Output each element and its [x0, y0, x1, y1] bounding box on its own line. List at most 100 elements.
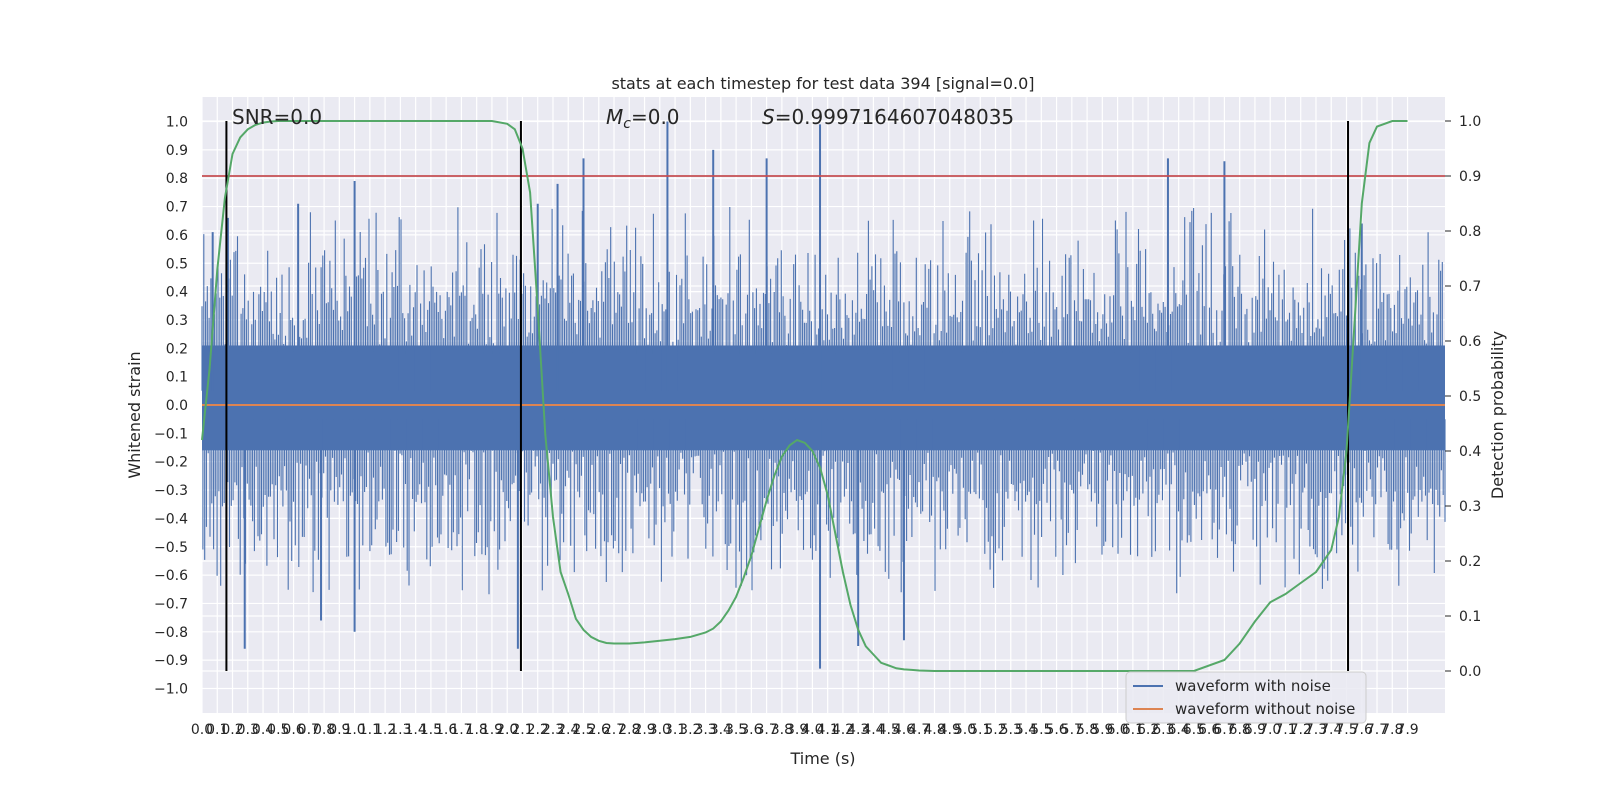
legend-box — [1125, 671, 1367, 724]
x-tick-label: 4.2 — [832, 722, 854, 738]
x-tick-label: 1.7 — [450, 722, 472, 738]
y-tick-labels: −1.0 −0.9 −0.8 −0.7 −0.6 −0.5 −0.4 −0.3 −0.2 −0.1… — [154, 115, 188, 698]
x-tick-labels: 0.00.10.20.30.40.50.60.70.80.91.01.11.21… — [191, 722, 1419, 738]
x-tick-label: 5.8 — [1076, 722, 1098, 738]
y-tick-label: 0.5 — [166, 256, 188, 272]
x-tick-label: 3.5 — [725, 722, 747, 738]
y-tick-label: −0.8 — [154, 625, 188, 641]
y-tick-label: −0.6 — [154, 568, 188, 584]
x-tick-label: 4.7 — [908, 722, 930, 738]
y-tick-label: −0.4 — [154, 511, 188, 527]
x-tick-label: 1.3 — [389, 722, 411, 738]
x-tick-label: 2.5 — [572, 722, 594, 738]
x-tick-label: 0.3 — [237, 722, 259, 738]
y-tick-label: −0.7 — [154, 596, 188, 612]
snr-annotation: SNR=0.0 — [232, 105, 322, 129]
x-tick-label: 7.9 — [1396, 722, 1418, 738]
x-tick-label: 7.7 — [1366, 722, 1388, 738]
y2-tick-label: 0.2 — [1459, 554, 1481, 570]
y2-tick-label: 0.5 — [1459, 389, 1481, 405]
x-tick-label: 3.1 — [664, 722, 686, 738]
y-tick-label: −1.0 — [154, 682, 188, 698]
noisy-waveform — [201, 121, 1446, 669]
legend-label-noise: waveform with noise — [1175, 677, 1331, 695]
x-tick-label: 6.0 — [1106, 722, 1128, 738]
x-tick-label: 5.5 — [1030, 722, 1052, 738]
x-tick-label: 3.4 — [710, 722, 732, 738]
legend: waveform with noise waveform without noi… — [1125, 671, 1367, 724]
legend-label-clean: waveform without noise — [1175, 700, 1355, 718]
x-tick-label: 0.4 — [252, 722, 274, 738]
mc-subscript: c — [623, 116, 631, 132]
x-tick-label: 3.8 — [771, 722, 793, 738]
x-tick-label: 1.9 — [481, 722, 503, 738]
y-tick-label: −0.9 — [154, 653, 188, 669]
x-tick-label: 3.6 — [740, 722, 762, 738]
y-tick-label: 1.0 — [166, 115, 188, 131]
x-tick-label: 0.9 — [328, 722, 350, 738]
x-tick-label: 2.4 — [557, 722, 579, 738]
y-tick-label: 0.3 — [166, 313, 188, 329]
y2-tick-label: 0.0 — [1459, 664, 1481, 680]
y-tick-label: 0.2 — [166, 341, 188, 357]
x-tick-label: 5.1 — [969, 722, 991, 738]
x-tick-label: 1.6 — [435, 722, 457, 738]
detection-probability-line — [201, 120, 1408, 672]
x-tick-label: 3.9 — [786, 722, 808, 738]
x-tick-label: 7.1 — [1274, 722, 1296, 738]
x-tick-label: 0.0 — [191, 722, 213, 738]
y-tick-label: 0.6 — [166, 228, 188, 244]
x-tick-label: 2.7 — [603, 722, 625, 738]
x-tick-label: 2.2 — [527, 722, 549, 738]
x-tick-label: 7.0 — [1259, 722, 1281, 738]
y2-tick-label: 0.1 — [1459, 609, 1481, 625]
y2-tick-label: 0.4 — [1459, 444, 1481, 460]
score-annotation: S=0.9997164607048035 — [762, 105, 1014, 129]
x-tick-label: 1.2 — [374, 722, 396, 738]
x-tick-label: 6.4 — [1168, 722, 1190, 738]
mc-symbol: M — [606, 105, 623, 129]
x-tick-label: 6.7 — [1213, 722, 1235, 738]
y2-tick-label: 0.3 — [1459, 499, 1481, 515]
y2-tick-label: 0.8 — [1459, 224, 1481, 240]
y-tick-label: 0.0 — [166, 398, 188, 414]
x-tick-label: 6.9 — [1244, 722, 1266, 738]
x-tick-label: 2.6 — [588, 722, 610, 738]
overlay-lines — [201, 120, 1445, 672]
y-axis-label: Whitened strain — [125, 351, 144, 478]
y-tick-label: 0.7 — [166, 200, 188, 216]
x-tick-label: 7.8 — [1381, 722, 1403, 738]
x-tick-label: 3.2 — [679, 722, 701, 738]
chirp-mass-annotation: Mc=0.0 — [606, 105, 680, 132]
x-tick-label: 4.1 — [817, 722, 839, 738]
x-tick-label: 1.5 — [420, 722, 442, 738]
x-tick-label: 6.3 — [1152, 722, 1174, 738]
x-tick-label: 6.2 — [1137, 722, 1159, 738]
x-tick-label: 4.3 — [847, 722, 869, 738]
x-tick-label: 6.5 — [1183, 722, 1205, 738]
x-axis-label: Time (s) — [789, 749, 855, 768]
x-tick-label: 4.9 — [939, 722, 961, 738]
x-tick-label: 3.3 — [694, 722, 716, 738]
x-tick-label: 0.7 — [298, 722, 320, 738]
x-tick-label: 7.3 — [1305, 722, 1327, 738]
x-tick-label: 4.8 — [923, 722, 945, 738]
x-tick-label: 7.5 — [1335, 722, 1357, 738]
y2-tick-label: 1.0 — [1459, 114, 1481, 130]
x-tick-label: 0.5 — [267, 722, 289, 738]
x-tick-label: 5.2 — [984, 722, 1006, 738]
x-tick-label: 2.0 — [496, 722, 518, 738]
y2-tick-label: 0.6 — [1459, 334, 1481, 350]
x-tick-label: 3.0 — [649, 722, 671, 738]
y2-tick-labels: 0.0 0.1 0.2 0.3 0.4 0.5 0.6 0.7 0.8 0.9 1.0 — [1445, 114, 1481, 680]
x-tick-label: 1.4 — [405, 722, 427, 738]
y-tick-label: −0.3 — [154, 483, 188, 499]
x-tick-label: 4.6 — [893, 722, 915, 738]
y-tick-label: 0.8 — [166, 171, 188, 187]
x-tick-label: 1.8 — [466, 722, 488, 738]
x-tick-label: 1.0 — [343, 722, 365, 738]
x-tick-label: 2.1 — [511, 722, 533, 738]
x-tick-label: 4.4 — [862, 722, 884, 738]
y2-axis-label: Detection probability — [1488, 331, 1507, 499]
